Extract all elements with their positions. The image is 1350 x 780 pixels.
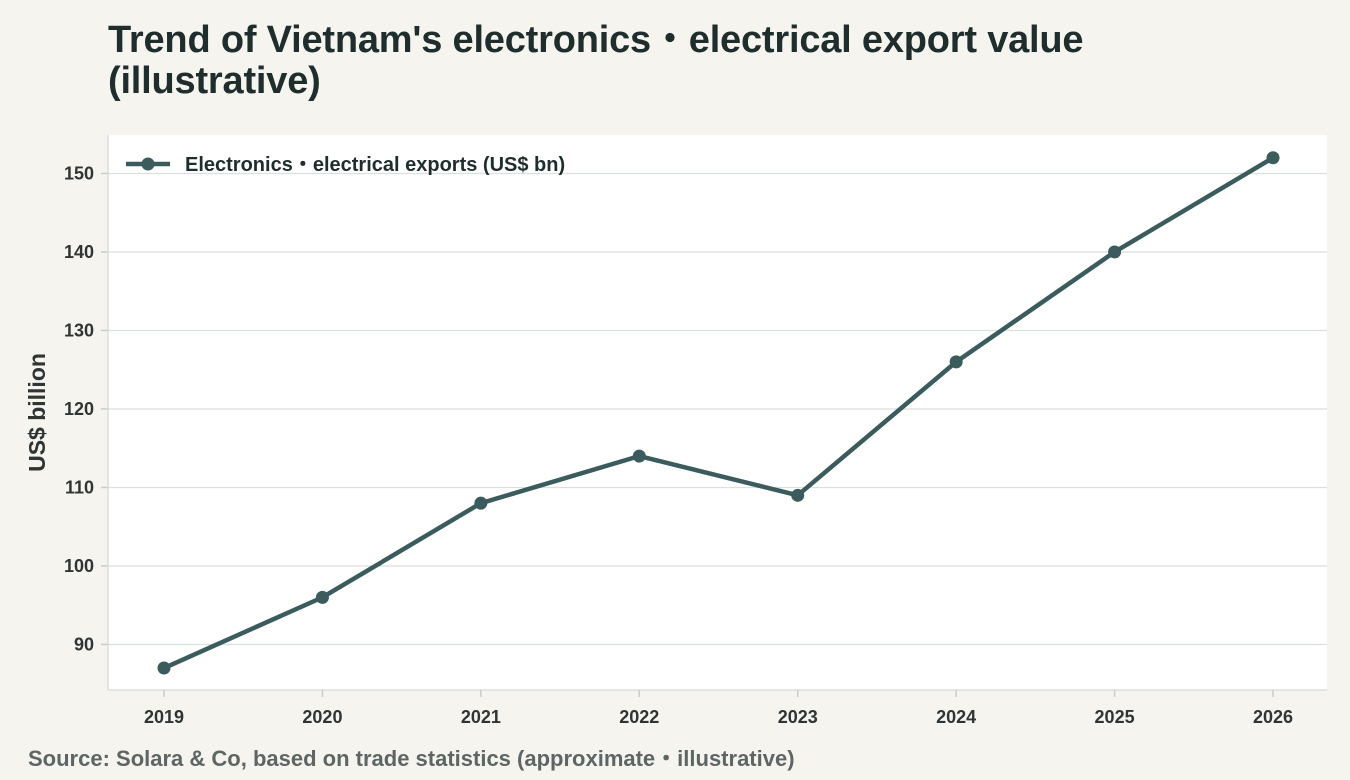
gridlines [108,172,1327,646]
x-tick-label: 2022 [619,707,659,727]
x-tick-label: 2026 [1253,707,1293,727]
y-tick-label: 130 [64,320,94,340]
x-tick-label: 2019 [144,707,184,727]
legend-marker-swatch [141,157,155,171]
legend: Electronics・electrical exports (US$ bn) [126,154,565,176]
y-tick-label: 110 [65,477,94,497]
chart-title: Trend of Vietnam's electronics・electrica… [108,19,1084,102]
y-tick-label: 150 [64,163,94,183]
axes [101,135,1327,697]
y-axis-title: US$ billion [24,353,50,472]
y-tick-label: 100 [64,556,94,576]
data-point [791,488,805,502]
data-point [315,590,329,604]
data-point [949,355,963,369]
y-tick-label: 140 [64,242,94,262]
series-line [161,155,1276,671]
x-tick-label: 2025 [1095,707,1135,727]
tick-labels: 90 100 110 120 130 140 150 2019 2020 2021 2022 2023… [64,163,1293,727]
x-tick-label: 2024 [936,707,976,727]
plot-area [108,135,1327,690]
data-point [157,661,171,675]
x-tick-label: 2021 [461,707,501,727]
y-tick-label: 120 [64,399,94,419]
x-tick-label: 2020 [302,707,342,727]
legend-label: Electronics・electrical exports (US$ bn) [185,154,565,176]
series [157,151,1280,675]
data-point [474,496,488,510]
x-tick-label: 2023 [778,707,818,727]
data-point [1108,245,1122,259]
data-point [1266,151,1280,165]
data-point [632,449,646,463]
y-tick-label: 90 [74,634,94,654]
source-note: Source: Solara & Co, based on trade stat… [28,746,795,771]
